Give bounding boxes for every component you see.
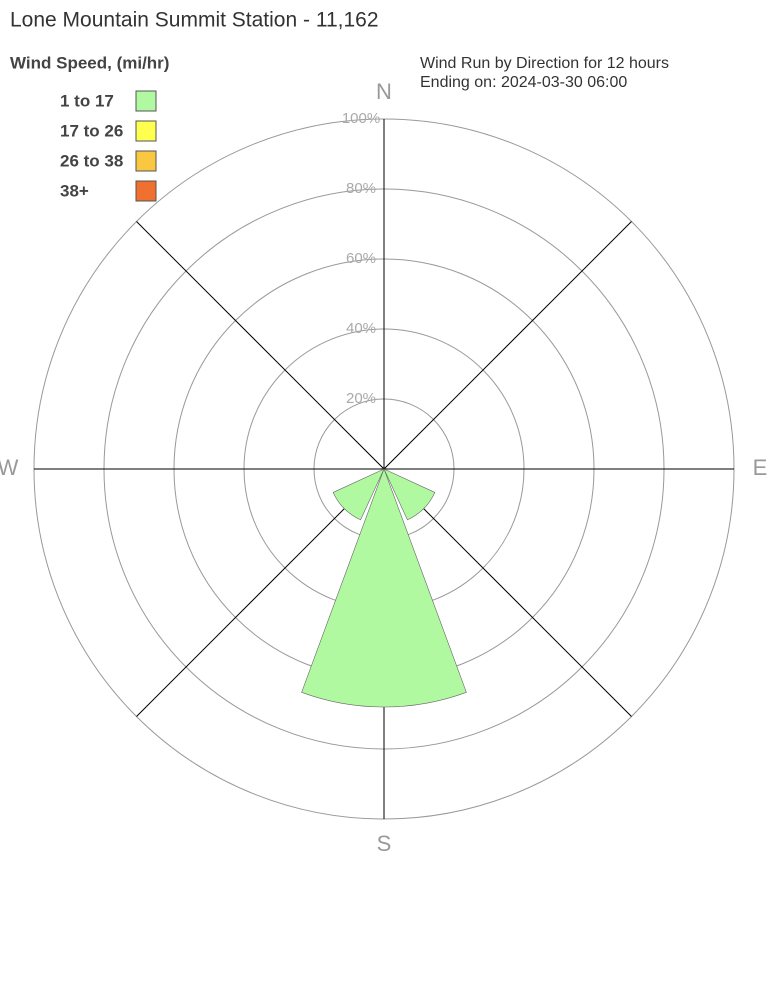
chart-title: Lone Mountain Summit Station - 11,162 <box>10 9 379 32</box>
wedge <box>301 468 467 708</box>
wedge <box>383 468 436 521</box>
direction-label: N <box>376 79 392 104</box>
legend-label: 26 to 38 <box>60 151 123 170</box>
legend-label: 1 to 17 <box>60 91 114 110</box>
legend-label: 38+ <box>60 181 89 200</box>
legend-swatch <box>135 120 157 142</box>
legend-swatch <box>135 180 157 202</box>
subtitle: Ending on: 2024-03-30 06:00 <box>420 74 627 91</box>
r-tick-label: 80% <box>346 180 376 197</box>
wedge <box>332 468 385 521</box>
direction-label: E <box>753 455 768 480</box>
legend-label: 17 to 26 <box>60 121 123 140</box>
legend-swatch <box>135 150 157 172</box>
legend-title: Wind Speed, (mi/hr) <box>10 53 169 72</box>
r-tick-label: 100% <box>342 110 380 127</box>
r-tick-label: 20% <box>346 390 376 407</box>
subtitle: Wind Run by Direction for 12 hours <box>420 55 669 72</box>
r-tick-label: 40% <box>346 320 376 337</box>
direction-label: W <box>0 455 19 480</box>
direction-label: S <box>377 831 392 856</box>
r-tick-label: 60% <box>346 250 376 267</box>
legend-swatch <box>135 90 157 112</box>
